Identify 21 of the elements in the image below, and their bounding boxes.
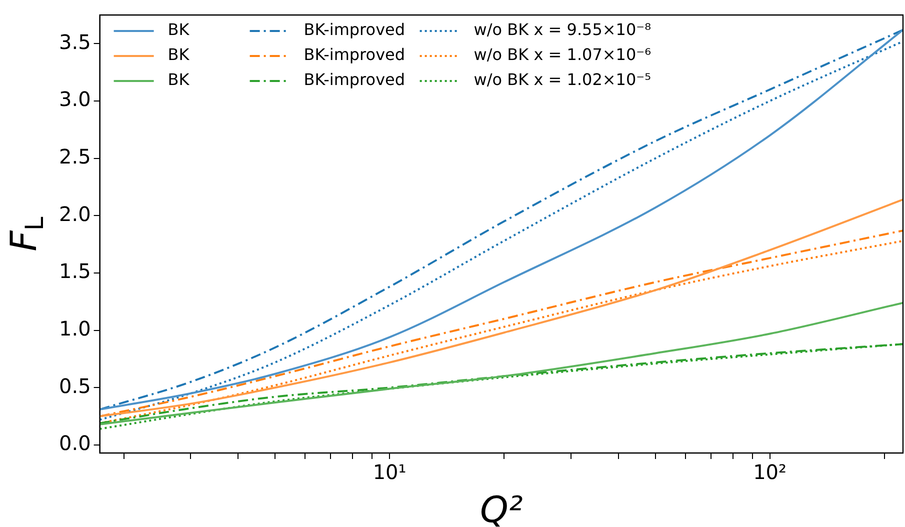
y-tick-label: 3.0 [58,87,91,112]
x-tick-label: 10² [753,460,787,484]
legend-label: BK [168,45,190,64]
legend-label: w/o BK x = 1.07×10⁻⁶ [474,45,652,64]
y-axis-title: FL [4,216,50,252]
y-tick-label: 2.0 [58,202,91,226]
y-tick-label: 0.0 [58,431,91,456]
y-tick-label: 2.5 [58,144,91,169]
legend-label: w/o BK x = 9.55×10⁻⁸ [474,20,652,40]
x-tick-label: 10¹ [372,460,406,484]
legend-label: BK [168,70,190,90]
legend-label: BK [168,20,190,40]
legend-label: w/o BK x = 1.02×10⁻⁵ [474,70,652,90]
legend-label: BK-improved [304,70,406,90]
y-tick-label: 1.5 [58,259,91,284]
legend-label: BK-improved [304,45,406,64]
y-tick-label: 0.5 [58,374,91,398]
y-tick-label: 3.5 [58,30,91,54]
legend-label: BK-improved [304,20,406,40]
y-tick-label: 1.0 [58,316,91,341]
x-axis-title: Q² [480,490,523,527]
